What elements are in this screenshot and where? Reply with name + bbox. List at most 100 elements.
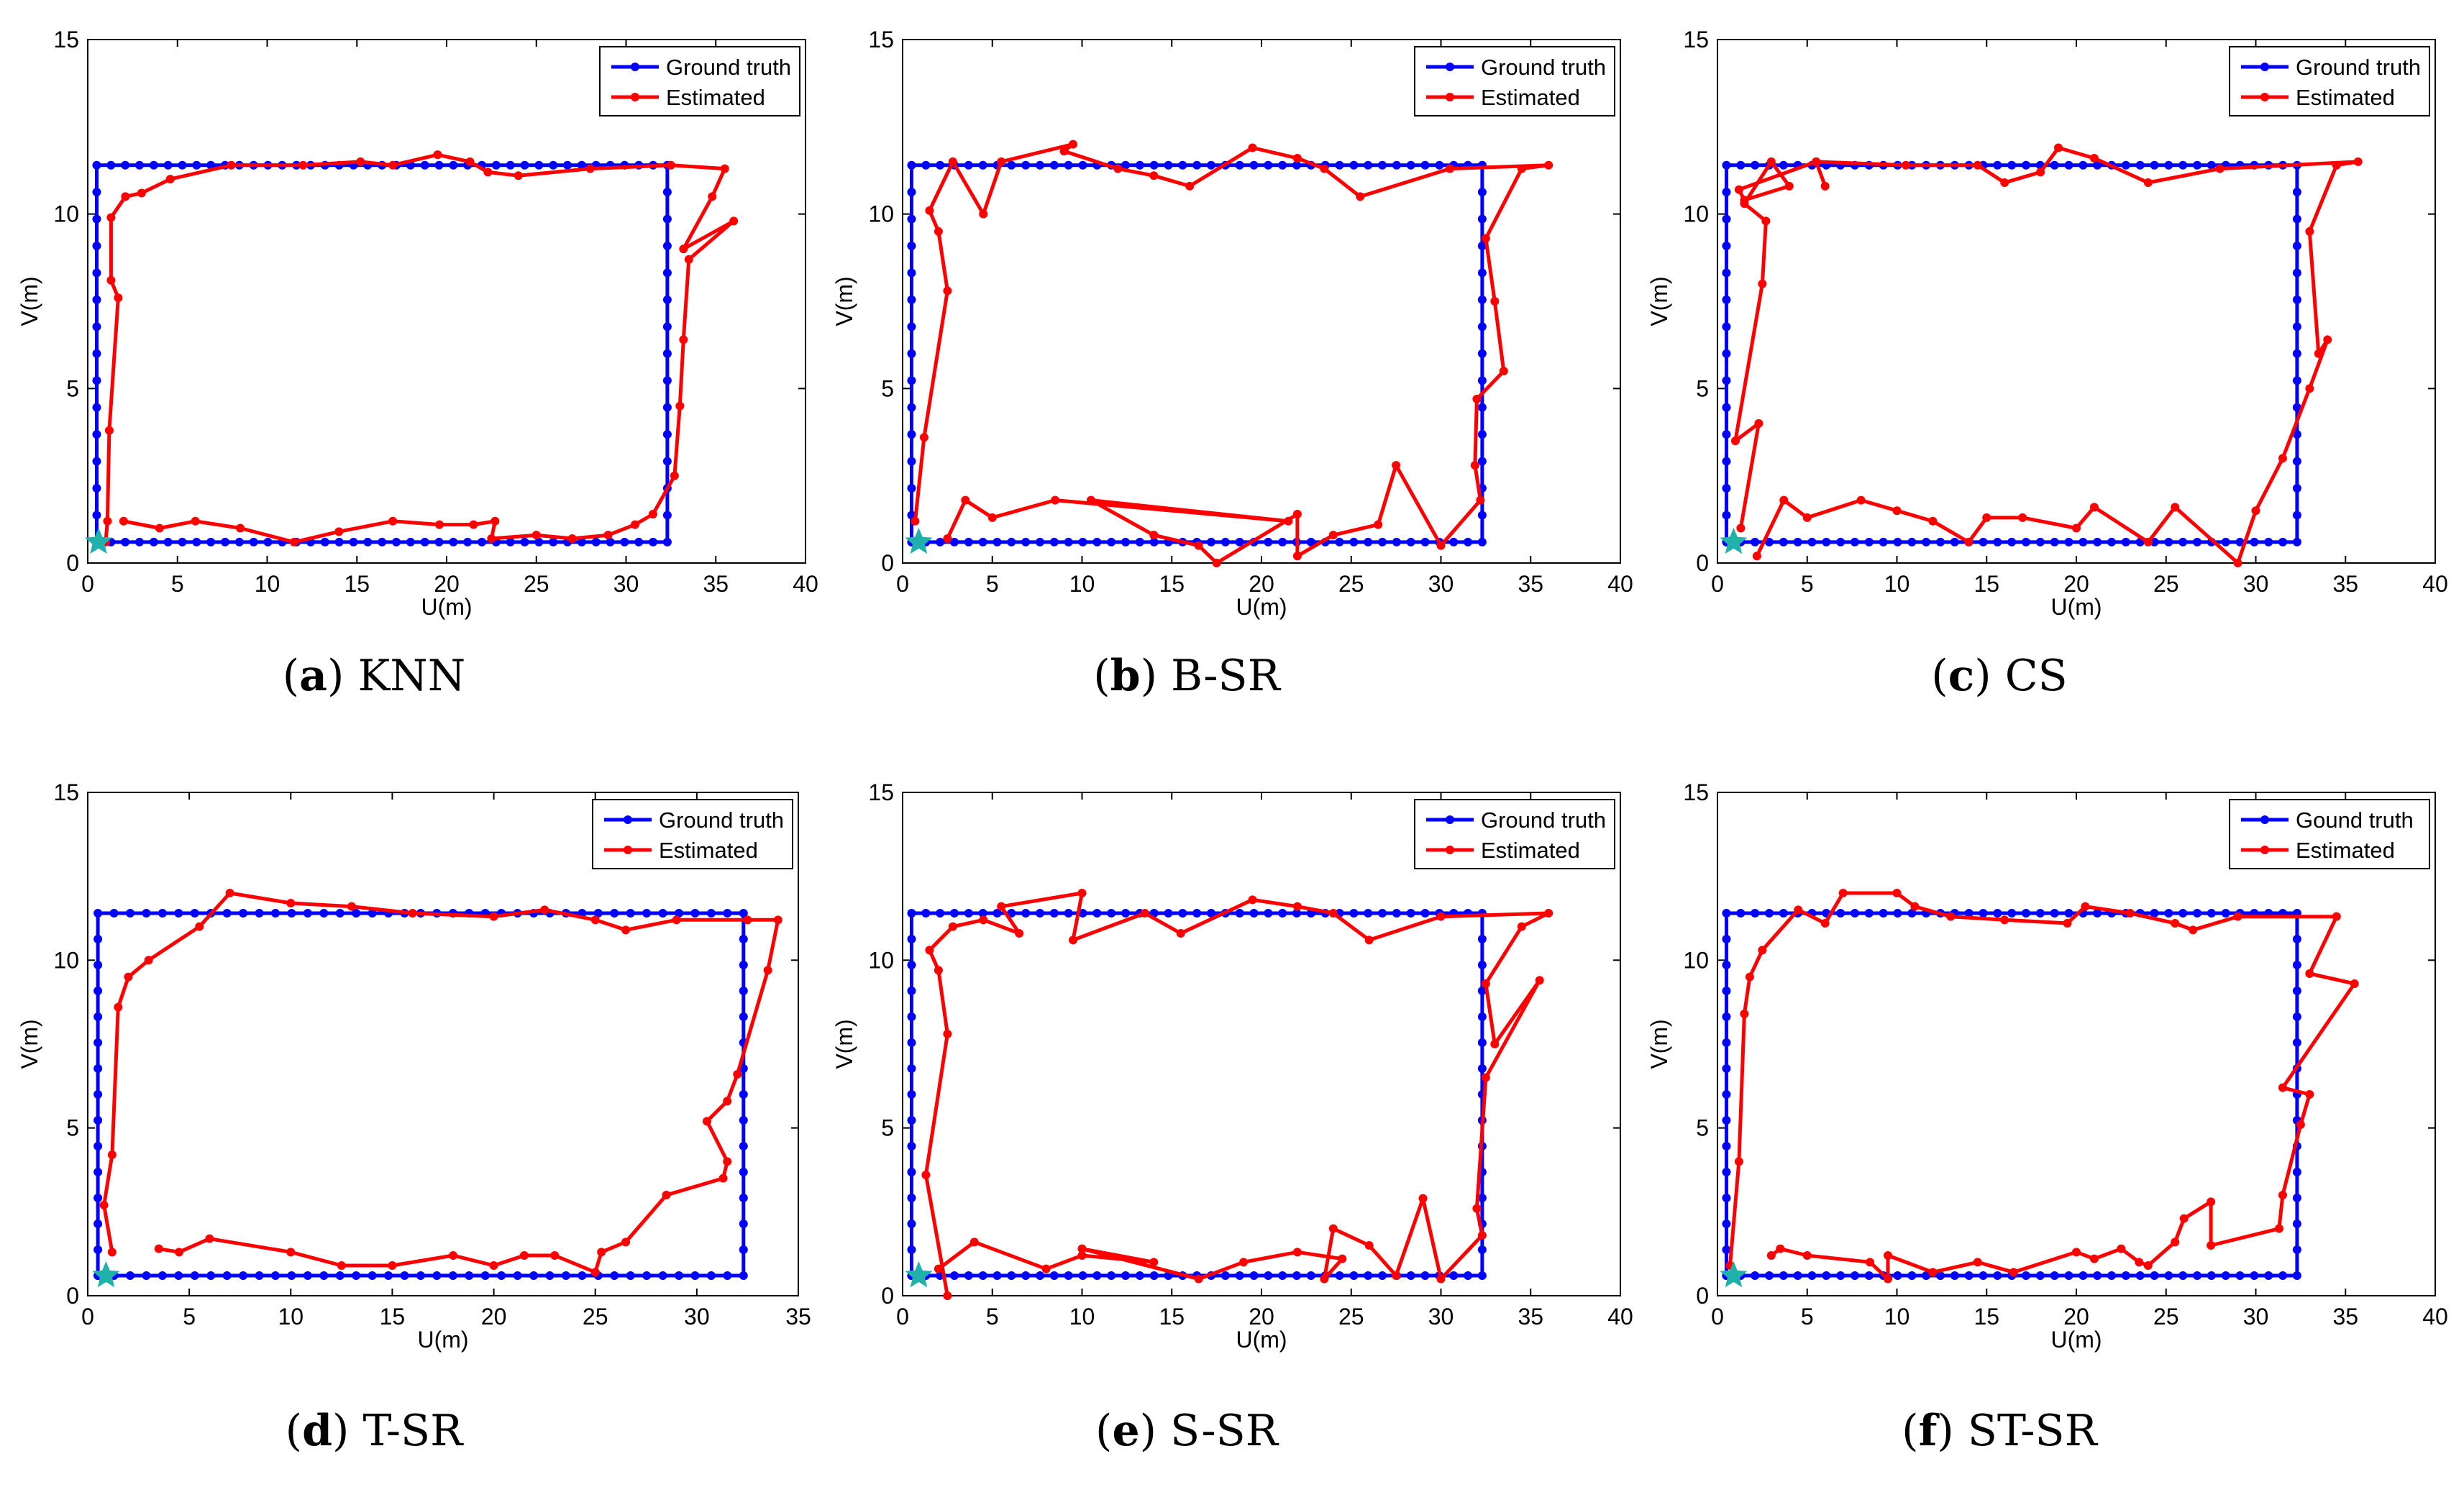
ground-truth-point	[2107, 1271, 2117, 1280]
x-tick-label: 30	[1428, 571, 1454, 597]
estimated-point	[2296, 1120, 2305, 1129]
ground-truth-point	[907, 1038, 916, 1047]
ground-truth-point	[1964, 909, 1974, 918]
ground-truth-point	[2035, 909, 2045, 918]
ground-truth-point	[964, 1271, 973, 1280]
x-tick-label: 35	[2332, 571, 2358, 597]
ground-truth-point	[92, 188, 101, 197]
estimated-point	[1779, 495, 1789, 505]
x-tick-label: 10	[255, 571, 280, 597]
estimated-point	[943, 1030, 952, 1038]
ground-truth-point	[93, 987, 103, 995]
y-tick-label: 10	[1683, 201, 1709, 227]
ground-truth-point	[513, 1271, 522, 1280]
ground-truth-point	[1078, 160, 1087, 170]
ground-truth-point	[978, 1271, 987, 1280]
estimated-point	[925, 946, 934, 955]
ground-truth-point	[610, 1271, 619, 1280]
ground-truth-point	[578, 1271, 587, 1280]
estimated-point	[408, 909, 417, 918]
ground-truth-point	[506, 160, 515, 170]
caption-d: (d) T-SR	[285, 1406, 463, 1456]
estimated-point	[489, 1261, 498, 1270]
estimated-point	[2089, 503, 2099, 512]
estimated-point	[1745, 972, 1754, 982]
ground-truth-point	[1477, 1038, 1487, 1047]
ground-truth-point	[1993, 160, 2002, 170]
x-tick-label: 25	[2153, 571, 2179, 597]
ground-truth-point	[2150, 1271, 2159, 1280]
estimated-point	[934, 1264, 943, 1273]
ground-truth-point	[142, 1271, 151, 1280]
estimated-point	[1734, 185, 1743, 194]
ground-truth-point	[2022, 1271, 2031, 1280]
ground-truth-point	[1722, 1116, 1731, 1125]
ground-truth-point	[1392, 537, 1401, 546]
estimated-point	[1730, 436, 1740, 446]
estimated-point	[1445, 164, 1454, 173]
ground-truth-point	[1149, 1271, 1159, 1280]
ground-truth-point	[1007, 1271, 1016, 1280]
estimated-point	[1320, 164, 1329, 173]
legend-label: Ground truth	[1481, 55, 1606, 80]
x-tick-label: 20	[481, 1304, 507, 1330]
ground-truth-point	[1420, 1271, 1430, 1280]
estimated-point	[1892, 889, 1902, 897]
estimated-point	[2009, 1268, 2018, 1277]
ground-truth-point	[1378, 1271, 1387, 1280]
start-star-marker	[905, 527, 933, 554]
x-tick-label: 5	[1801, 1304, 1814, 1330]
ground-truth-point	[2007, 909, 2017, 918]
ground-truth-point	[706, 1271, 716, 1280]
ground-truth-point	[2292, 987, 2301, 995]
ground-truth-point	[319, 909, 329, 918]
ground-truth-point	[1936, 1271, 1945, 1280]
estimated-point	[1436, 1274, 1446, 1284]
x-tick-label: 10	[1884, 1304, 1910, 1330]
ground-truth-point	[907, 1168, 916, 1176]
ground-truth-point	[1364, 1271, 1373, 1280]
ground-truth-point	[303, 1271, 312, 1280]
estimated-point	[729, 216, 739, 226]
ground-truth-point	[1278, 1271, 1287, 1280]
estimated-point	[1866, 1258, 1875, 1267]
x-tick-label: 35	[785, 1304, 811, 1330]
ground-truth-point	[134, 160, 144, 170]
estimated-point	[1820, 919, 1830, 928]
ground-truth-point	[1220, 1271, 1230, 1280]
ground-truth-point	[964, 909, 973, 918]
estimated-point	[1740, 1010, 1749, 1018]
estimated-point	[1248, 895, 1257, 905]
ground-truth-point	[1993, 537, 2002, 546]
estimated-point	[388, 516, 398, 526]
ground-truth-point	[335, 909, 344, 918]
legend-swatch-marker	[2260, 815, 2269, 824]
ground-truth-point	[1979, 1271, 1988, 1280]
caption-c: (c) CS	[1931, 651, 2068, 701]
estimated-point	[1041, 1264, 1051, 1273]
estimated-point	[1248, 143, 1257, 152]
estimated-point	[2171, 1237, 2180, 1247]
ground-truth-point	[363, 537, 373, 546]
ground-truth-point	[92, 349, 101, 358]
legend-label: Estimated	[1481, 838, 1580, 863]
ground-truth-point	[2050, 537, 2059, 546]
ground-truth-point	[2178, 1271, 2188, 1280]
x-tick-label: 25	[583, 1304, 608, 1330]
ground-truth-point	[92, 160, 101, 170]
x-tick-label: 40	[1607, 571, 1633, 597]
ground-truth-point	[1722, 1012, 1731, 1021]
estimated-point	[1928, 1268, 1938, 1277]
ground-truth-point	[1178, 160, 1187, 170]
estimated-point	[119, 516, 128, 526]
x-tick-label: 40	[793, 571, 818, 597]
ground-truth-point	[907, 1194, 916, 1202]
ground-truth-point	[1021, 537, 1031, 546]
estimated-point	[1374, 520, 1383, 529]
ground-truth-point	[1477, 457, 1487, 466]
ground-truth-point	[649, 537, 658, 546]
ground-truth-point	[626, 1271, 635, 1280]
legend-box	[2229, 46, 2430, 116]
ground-truth-point	[1477, 403, 1487, 412]
ground-truth-point	[2221, 909, 2230, 918]
